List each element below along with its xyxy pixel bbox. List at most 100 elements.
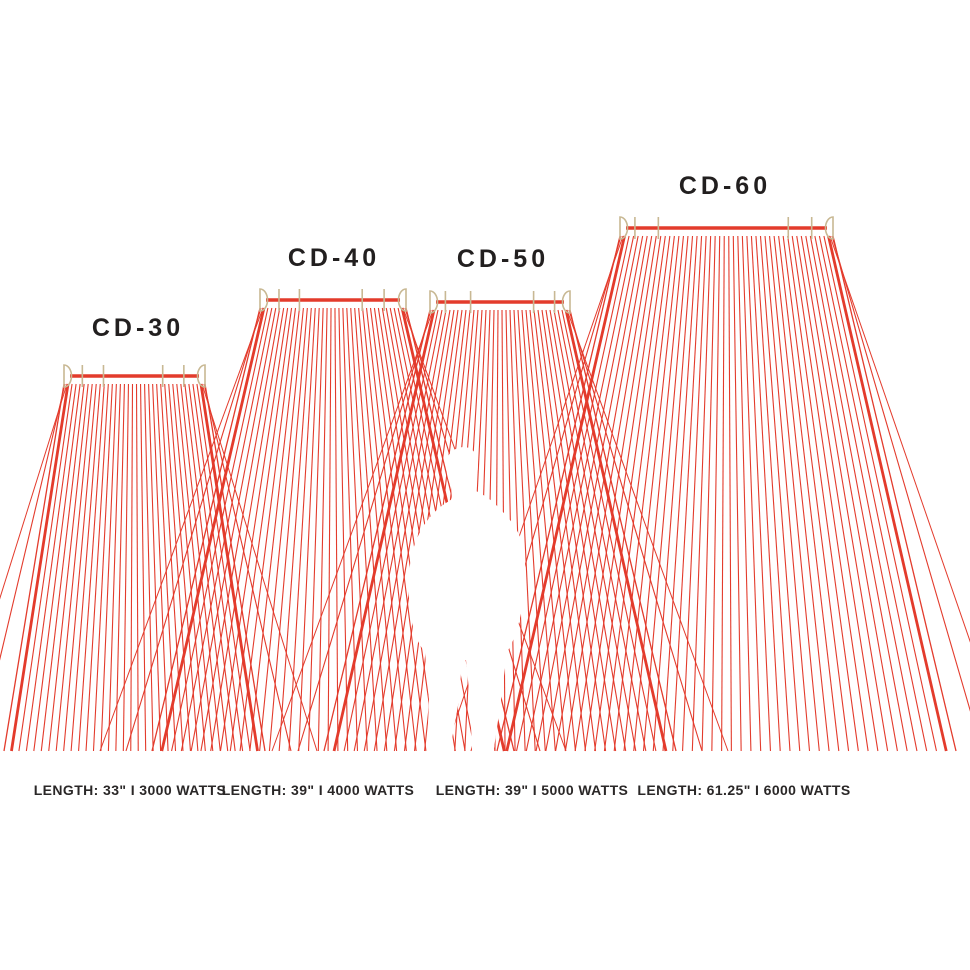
ray-line (63, 383, 97, 752)
ray-line (0, 383, 68, 600)
ray-line (307, 307, 324, 752)
ray-line (160, 383, 184, 752)
ray-line (728, 235, 732, 752)
ray-line (192, 383, 244, 752)
ray-line (323, 309, 431, 752)
ray-line (288, 307, 316, 752)
coverage-fan-cd-60 (444, 235, 970, 752)
end-cap-right (196, 364, 206, 388)
human-silhouette-icon (408, 447, 526, 757)
ray-line (18, 383, 73, 752)
ray-line (805, 235, 898, 752)
ray-line (555, 235, 648, 752)
ray-line (755, 235, 791, 752)
ray-line (764, 235, 811, 752)
ray-line (130, 383, 134, 752)
ray-line (271, 309, 434, 752)
ray-line (249, 307, 301, 752)
model-label-cd-50: CD-50 (456, 245, 550, 273)
end-cap-left (429, 290, 439, 314)
ray-line (210, 307, 285, 752)
ray-line (809, 235, 908, 752)
end-cap-right (561, 290, 571, 314)
ray-line (564, 235, 653, 752)
ray-line (814, 235, 918, 752)
ray-line (496, 235, 621, 752)
ray-line (721, 235, 725, 752)
ray-line (334, 307, 339, 752)
ray-line (613, 235, 675, 752)
heater-bar-cd-30 (63, 364, 206, 388)
ray-line (55, 383, 93, 752)
ray-line (204, 383, 266, 752)
ray-line (176, 383, 214, 752)
ray-line (239, 307, 297, 752)
ray-line (115, 383, 125, 752)
ray-line (278, 307, 312, 752)
spec-label-cd-50: LENGTH: 39" I 5000 WATTS (435, 782, 629, 798)
ray-line (787, 235, 859, 752)
ray-line (332, 309, 436, 752)
ray-line (732, 235, 742, 752)
ray-line (33, 383, 81, 752)
ray-line (796, 235, 879, 752)
ray-line (603, 235, 671, 752)
ray-line (823, 235, 938, 752)
ray-line (343, 309, 439, 752)
ray-line (652, 235, 694, 752)
ray-line (535, 235, 639, 752)
heater-bar-cd-50 (429, 290, 571, 314)
ray-line (10, 383, 70, 752)
ray-line (350, 307, 378, 752)
ray-line (317, 307, 328, 752)
end-cap-left (63, 364, 73, 388)
ray-line (40, 383, 85, 752)
ray-line (342, 307, 359, 752)
ray-line (268, 307, 308, 752)
ray-line (537, 309, 597, 752)
model-label-cd-30: CD-30 (91, 314, 185, 342)
ray-line (203, 383, 292, 752)
ray-line (623, 235, 680, 752)
ray-line (521, 309, 556, 752)
ray-line (297, 309, 432, 752)
ray-line (363, 309, 447, 752)
ray-line (259, 307, 304, 752)
ray-line (827, 235, 948, 752)
ray-line (373, 309, 451, 752)
ray-line (711, 235, 721, 752)
ray-line (791, 235, 869, 752)
ray-line (383, 309, 455, 752)
end-cap-right (397, 288, 407, 312)
ray-line (70, 383, 101, 752)
ray-line (829, 235, 970, 643)
ray-line (750, 235, 781, 752)
ray-line (298, 307, 320, 752)
heater-bar-cd-40 (259, 288, 407, 312)
ray-line (525, 235, 635, 752)
ray-line (164, 383, 191, 752)
ray-line (168, 383, 199, 752)
ray-line (737, 235, 752, 752)
ray-line (773, 235, 830, 752)
ray-line (200, 307, 281, 752)
ray-line (541, 309, 607, 752)
spec-label-cd-30: LENGTH: 33" I 3000 WATTS (33, 782, 227, 798)
ray-line (229, 307, 293, 752)
ray-line (574, 235, 657, 752)
ray-line (831, 235, 970, 712)
ray-line (741, 235, 762, 752)
ray-line (564, 309, 668, 752)
ray-line (201, 383, 318, 752)
ray-line (633, 235, 684, 752)
ray-line (100, 383, 117, 752)
ray-line (144, 383, 154, 752)
coverage-fan-cd-30 (0, 383, 318, 752)
ray-line (0, 383, 66, 661)
model-label-cd-60: CD-60 (678, 172, 772, 200)
ray-line (354, 307, 388, 752)
ray-line (78, 383, 105, 752)
ray-line (746, 235, 771, 752)
